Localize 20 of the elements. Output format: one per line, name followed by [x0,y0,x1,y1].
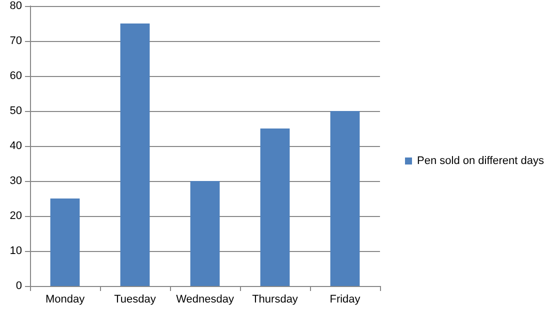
y-tick-label: 50 [10,105,22,117]
x-tick-label: Tuesday [114,294,156,306]
y-tick-label: 70 [10,35,22,47]
bar [190,181,220,286]
x-tick-label: Wednesday [176,294,234,306]
y-tick-label: 80 [10,0,22,12]
x-tick-label: Thursday [252,294,298,306]
x-tick-label: Friday [330,294,361,306]
bar [260,128,290,286]
y-tick-label: 40 [10,140,22,152]
bar [50,198,80,286]
y-tick-label: 20 [10,210,22,222]
bar [120,24,150,286]
x-tick-label: Monday [45,294,86,306]
y-tick-label: 60 [10,70,22,82]
legend-label: Pen sold on different days [417,155,544,167]
y-tick-label: 0 [16,280,22,292]
bar [330,111,360,286]
y-tick-label: 30 [10,175,22,187]
y-tick-label: 10 [10,245,22,257]
